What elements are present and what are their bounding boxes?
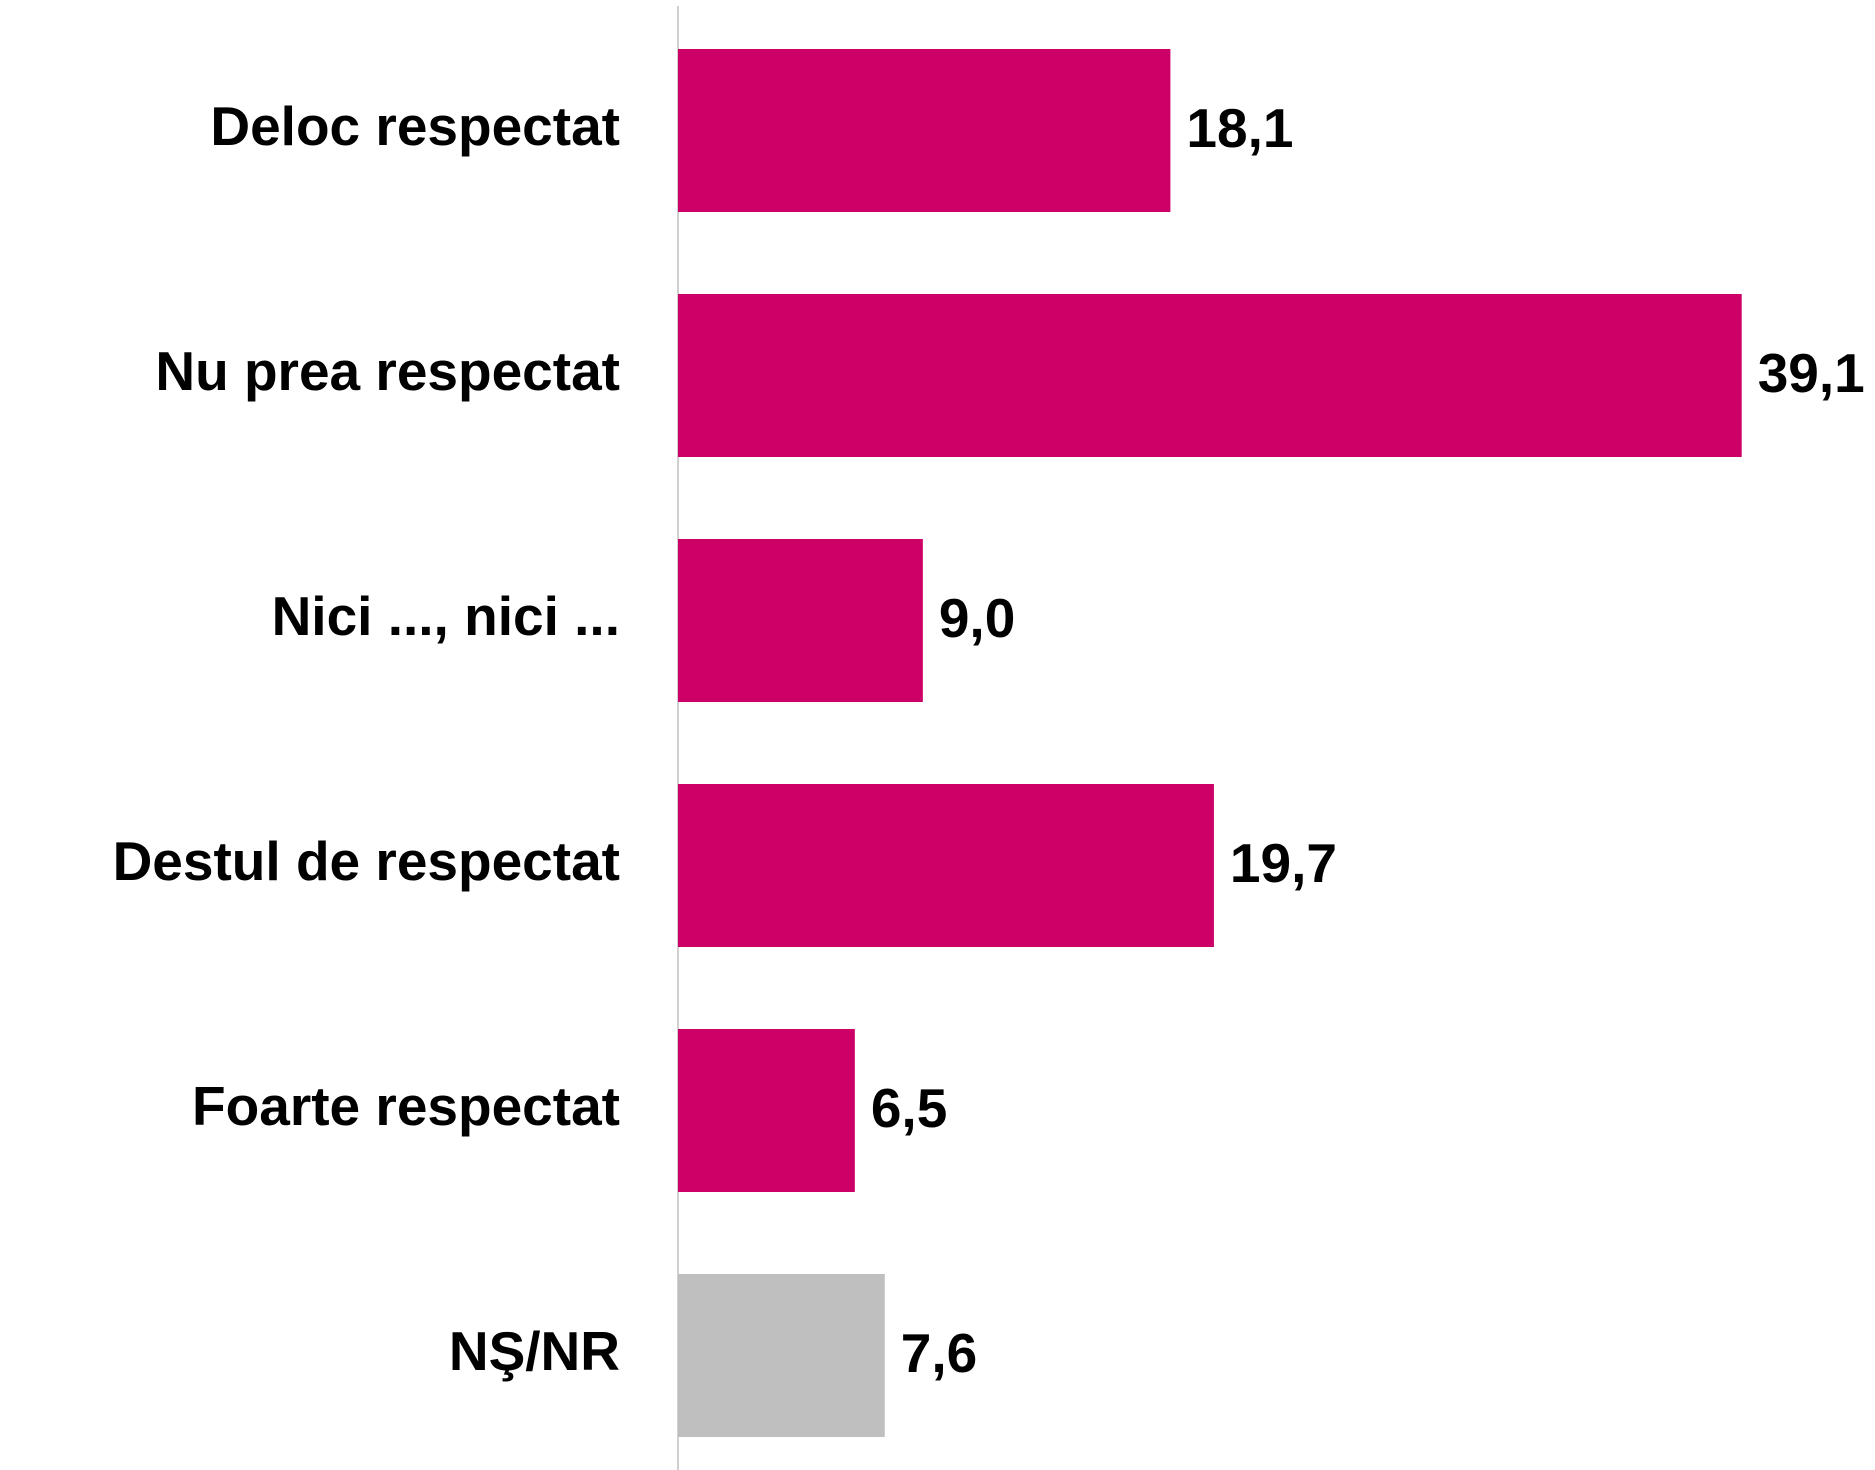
bar (678, 1029, 855, 1192)
category-label: NŞ/NR (449, 1320, 620, 1382)
category-label: Foarte respectat (192, 1075, 620, 1137)
bar (678, 49, 1171, 212)
value-label: 39,1 (1758, 342, 1865, 404)
category-label: Deloc respectat (210, 95, 620, 157)
value-label: 19,7 (1230, 832, 1337, 894)
value-label: 6,5 (871, 1077, 947, 1139)
bar (678, 294, 1742, 457)
category-label: Destul de respectat (113, 830, 620, 892)
bar (678, 784, 1214, 947)
bar (678, 1274, 885, 1437)
bar (678, 539, 923, 702)
value-label: 7,6 (901, 1322, 977, 1384)
value-label: 9,0 (939, 587, 1015, 649)
category-label: Nu prea respectat (155, 340, 620, 402)
category-label: Nici ..., nici ... (272, 585, 620, 647)
value-label: 18,1 (1186, 97, 1293, 159)
